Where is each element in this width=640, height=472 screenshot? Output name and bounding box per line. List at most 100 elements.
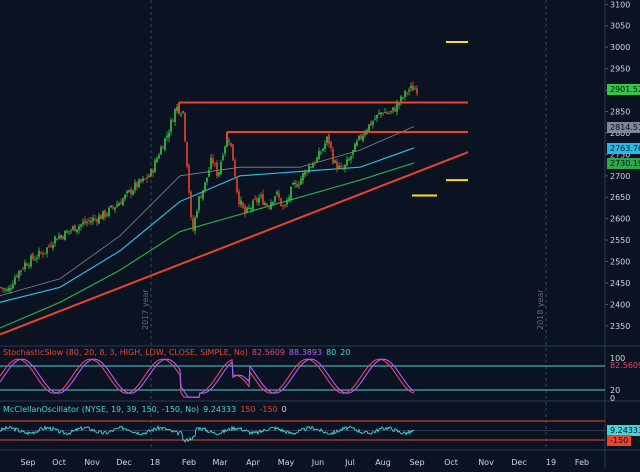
candle-body	[384, 112, 386, 114]
candle-body	[218, 172, 220, 176]
candle-body	[80, 224, 82, 227]
y-tick-label: 2650	[610, 193, 630, 202]
candle-body	[350, 156, 352, 160]
x-tick-label: May	[277, 458, 295, 467]
candle-body	[10, 288, 12, 290]
candle-body	[72, 226, 74, 230]
candle-body	[316, 157, 318, 163]
candle-body	[184, 112, 186, 142]
candle-body	[342, 168, 344, 170]
candle-body	[6, 289, 8, 291]
candle-body	[306, 171, 308, 173]
candle-body	[228, 140, 230, 142]
x-tick-label: Nov	[84, 458, 100, 467]
candle-body	[8, 287, 10, 291]
year-label: 2017 year	[141, 289, 150, 330]
candle-body	[338, 165, 340, 169]
candle-body	[324, 143, 326, 149]
candle-body	[20, 270, 22, 272]
x-tick-label: Jul	[345, 458, 355, 467]
candle-body	[108, 207, 110, 216]
candle-body	[326, 136, 328, 143]
candle-body	[84, 220, 86, 224]
mcclellan-legend-value-3: -150	[259, 405, 278, 414]
y-tick-label: 2500	[610, 258, 630, 267]
candle-body	[92, 218, 94, 222]
candle-body	[298, 184, 300, 186]
candle-body	[192, 218, 194, 231]
mcclellan-axis-label: -150	[607, 435, 632, 447]
candle-body	[34, 259, 36, 261]
candle-body	[364, 132, 366, 136]
candle-body	[46, 247, 48, 254]
candle-body	[370, 122, 372, 126]
candle-body	[74, 224, 76, 232]
candle-body	[42, 253, 44, 255]
candle-body	[158, 155, 160, 159]
y-tick-label: 3050	[610, 22, 630, 31]
candle-body	[204, 182, 206, 192]
candle-body	[102, 210, 104, 219]
mcclellan-axis-label: 9.24333	[607, 424, 640, 436]
mcclellan-legend: McClellanOscillator (NYSE, 19, 39, 150, …	[3, 405, 291, 415]
candle-body	[112, 206, 114, 208]
candle-body	[360, 135, 362, 139]
candle-body	[334, 160, 336, 163]
mcclellan-legend-value-4: 0	[281, 405, 287, 414]
candle-body	[296, 183, 298, 188]
candle-body	[44, 252, 46, 254]
candle-body	[292, 183, 294, 185]
candle-body	[56, 238, 58, 241]
candle-body	[166, 135, 168, 138]
candle-body	[410, 85, 412, 89]
candle-body	[48, 245, 50, 247]
candle-body	[110, 205, 112, 208]
candle-body	[32, 254, 34, 260]
x-tick-label: Dec	[116, 458, 132, 467]
candle-body	[266, 203, 268, 207]
x-tick-label: Aug	[375, 458, 391, 467]
y-tick-label: 2800	[610, 129, 630, 138]
candle-body	[54, 236, 56, 244]
y-tick-label: 2950	[610, 65, 630, 74]
candle-body	[314, 162, 316, 165]
y-tick-label: 3100	[610, 0, 630, 9]
candle-body	[76, 229, 78, 233]
candle-body	[16, 275, 18, 278]
y-tick-label: 2550	[610, 236, 630, 245]
candle-body	[394, 108, 396, 112]
candle-body	[4, 289, 6, 291]
candle-body	[208, 170, 210, 177]
candle-body	[256, 198, 258, 202]
candle-body	[322, 148, 324, 151]
x-tick-label: Feb	[181, 458, 197, 467]
candle-body	[248, 207, 250, 209]
candle-body	[390, 111, 392, 113]
candle-body	[274, 196, 276, 202]
candle-body	[168, 132, 170, 138]
stochastic-axis-label: 20	[610, 386, 620, 395]
candle-body	[94, 218, 96, 220]
candle-body	[146, 177, 148, 179]
candle-body	[60, 235, 62, 238]
x-tick-label: Mar	[212, 458, 228, 467]
candle-body	[240, 200, 242, 205]
candle-body	[196, 210, 198, 218]
candle-body	[198, 196, 200, 211]
candle-body	[392, 107, 394, 111]
candle-body	[312, 164, 314, 168]
candle-body	[408, 89, 410, 92]
mcclellan-legend-value-2: 150	[240, 405, 256, 414]
candle-body	[330, 141, 332, 149]
candle-body	[368, 124, 370, 132]
moving-average-line	[0, 126, 415, 297]
candle-body	[276, 191, 278, 195]
candle-body	[406, 92, 408, 94]
candle-body	[136, 182, 138, 188]
candle-body	[156, 158, 158, 162]
candle-body	[372, 121, 374, 125]
candle-body	[160, 147, 162, 155]
stochastic-d-line	[0, 358, 415, 398]
